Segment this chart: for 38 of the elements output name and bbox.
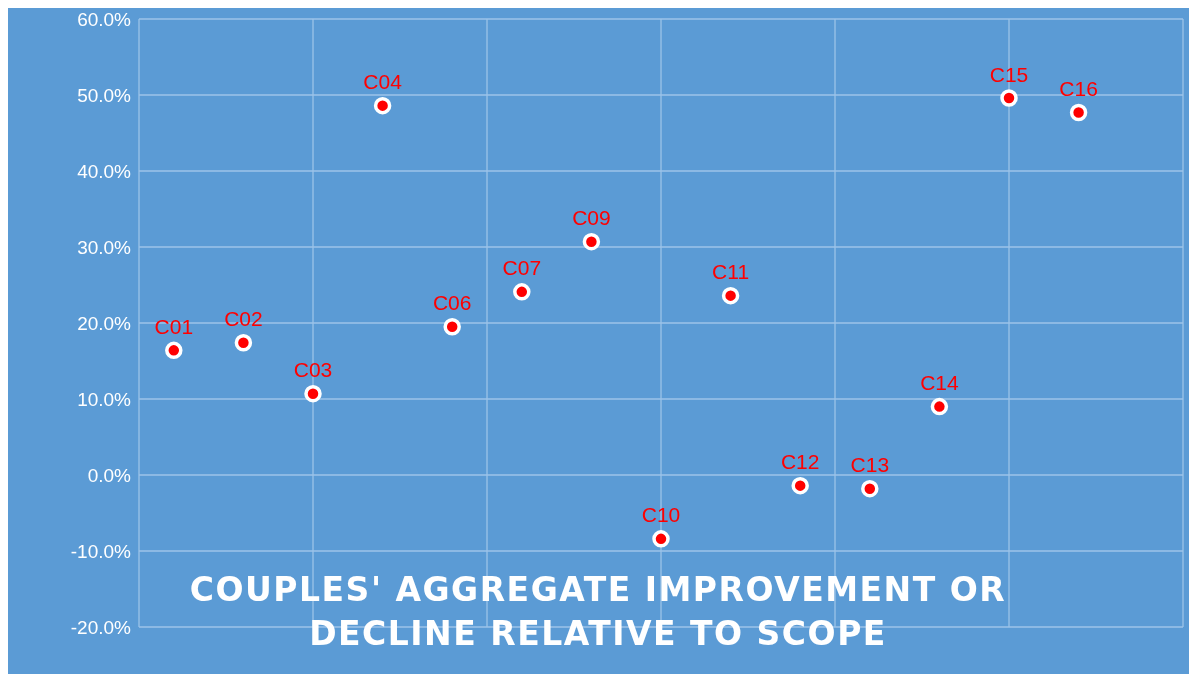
point xyxy=(443,318,461,336)
point xyxy=(513,283,531,301)
x-tick-label: C03 xyxy=(293,358,333,382)
point xyxy=(304,384,322,403)
x-tick-label: C02 xyxy=(224,307,263,331)
x-tick-label: C16 xyxy=(1059,76,1098,100)
point xyxy=(861,479,879,498)
y-tick-label: 20.0% xyxy=(77,312,132,334)
x-tick-label: C15 xyxy=(989,62,1029,86)
point xyxy=(165,341,183,360)
point xyxy=(234,334,253,352)
x-tick-label: C07 xyxy=(502,256,542,280)
x-tick-label: C04 xyxy=(363,70,403,94)
x-tick-label: C12 xyxy=(780,450,820,474)
y-tick-label: 60.0% xyxy=(77,8,132,30)
y-tick-label: 40.0% xyxy=(77,160,132,182)
point xyxy=(582,232,601,251)
point xyxy=(1069,103,1088,122)
text: COUPLES' AGGREGATE IMPROVEMENT OR DECLINE RELATIVE TO SCOPE xyxy=(189,570,1007,653)
point xyxy=(1000,89,1018,107)
point xyxy=(652,530,670,548)
y-tick-label: 0.0% xyxy=(87,464,132,486)
point xyxy=(791,476,809,495)
x-tick-label: C13 xyxy=(850,453,890,477)
x-tick-label: C06 xyxy=(432,291,472,315)
point xyxy=(721,286,740,305)
x-tick-label: C14 xyxy=(920,371,959,395)
point xyxy=(373,96,392,115)
y-tick-label: 30.0% xyxy=(77,236,132,258)
x-tick-label: C01 xyxy=(154,314,194,338)
x-tick-label: C10 xyxy=(641,503,681,527)
x-tick-label: C11 xyxy=(712,260,750,284)
point xyxy=(930,397,949,416)
y-tick-label: -20.0% xyxy=(70,616,132,638)
y-tick-label: 10.0% xyxy=(77,388,132,410)
y-tick-label: -10.0% xyxy=(70,540,132,562)
y-tick-label: 50.0% xyxy=(77,84,132,106)
x-tick-label: C09 xyxy=(572,206,611,230)
